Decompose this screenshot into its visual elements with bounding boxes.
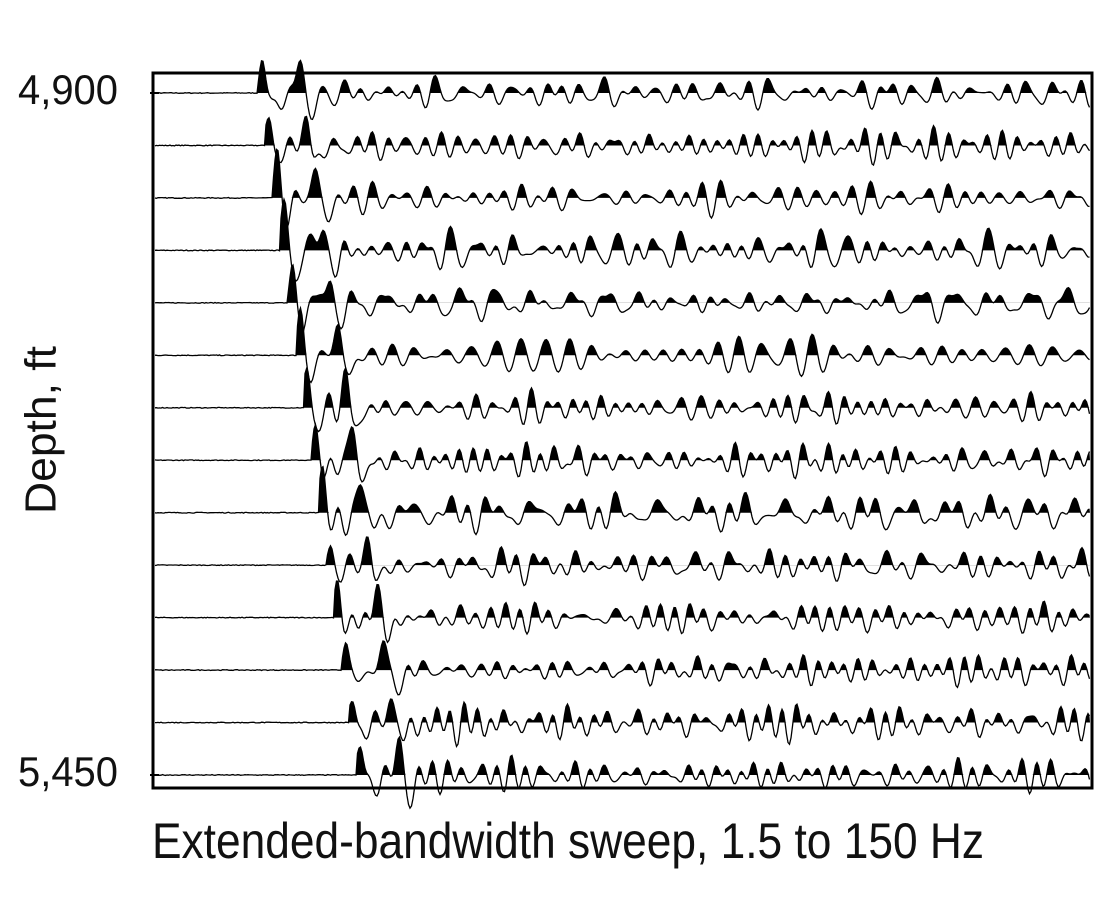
trace-fill <box>155 424 1090 461</box>
y-tick-label: 4,900 <box>18 66 118 113</box>
seismic-trace <box>155 640 1091 696</box>
seismic-trace <box>154 735 1091 810</box>
plot-frame <box>151 71 1094 790</box>
x-axis-label: Extended-bandwidth sweep, 1.5 to 150 Hz <box>152 813 984 869</box>
seismic-trace <box>155 698 1091 748</box>
seismic-trace <box>154 536 1091 587</box>
traces <box>154 59 1091 810</box>
seismic-trace <box>154 148 1090 230</box>
seismic-trace <box>154 580 1090 644</box>
y-tick-label: 5,450 <box>18 748 118 795</box>
seismic-trace <box>154 422 1091 483</box>
trace-fill <box>155 537 1090 566</box>
seismic-trace <box>154 263 1091 334</box>
seismic-trace <box>154 115 1091 167</box>
seismic-trace <box>154 197 1090 282</box>
seismic-trace <box>154 59 1091 121</box>
seismic-trace <box>154 465 1090 537</box>
y-axis-label: Depth, ft <box>17 346 66 514</box>
seismic-trace <box>154 305 1090 384</box>
seismic-trace <box>154 366 1091 433</box>
